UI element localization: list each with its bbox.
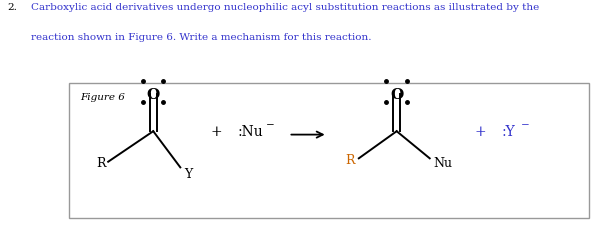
Text: O: O <box>390 88 403 101</box>
Text: Nu: Nu <box>433 156 453 169</box>
Text: −: − <box>266 120 275 129</box>
Text: reaction shown in Figure 6. Write a mechanism for this reaction.: reaction shown in Figure 6. Write a mech… <box>31 33 372 42</box>
Text: Carboxylic acid derivatives undergo nucleophilic acyl substitution reactions as : Carboxylic acid derivatives undergo nucl… <box>31 3 540 12</box>
Text: −: − <box>520 120 529 129</box>
Text: R: R <box>346 153 355 166</box>
Text: O: O <box>147 88 160 101</box>
Text: R: R <box>96 157 106 170</box>
Text: Y: Y <box>184 167 192 180</box>
Text: 2.: 2. <box>7 3 17 12</box>
Text: :Y: :Y <box>502 125 516 139</box>
Text: +: + <box>475 125 487 139</box>
Bar <box>69 83 589 218</box>
Text: :Nu: :Nu <box>237 125 263 139</box>
Text: Figure 6: Figure 6 <box>80 92 125 101</box>
Text: +: + <box>210 125 222 139</box>
